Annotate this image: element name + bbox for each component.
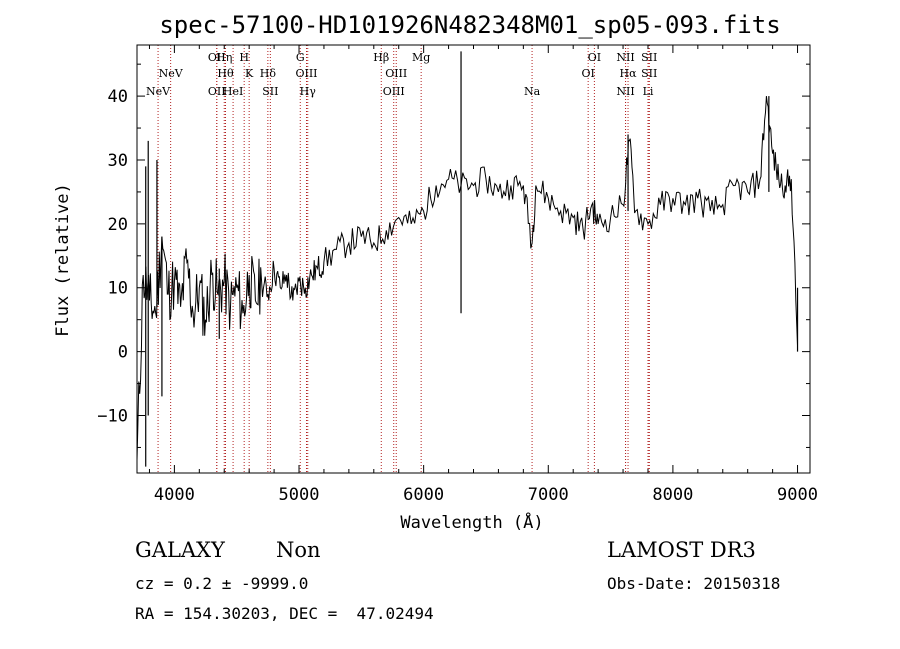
- emission-line-label: Li: [643, 85, 654, 98]
- emission-line-label: G: [296, 51, 305, 64]
- emission-line-label: Na: [524, 85, 541, 98]
- x-tick-label: 6000: [403, 485, 444, 505]
- chart-title: spec-57100-HD101926N482348M01_sp05-093.f…: [159, 11, 780, 39]
- emission-line-label: Hγ: [300, 85, 317, 98]
- emission-line-label: OIII: [385, 67, 407, 80]
- emission-line-label: SII: [641, 51, 657, 64]
- x-tick-label: 7000: [528, 485, 569, 505]
- y-axis-label: Flux (relative): [53, 183, 73, 337]
- emission-line-label: NII: [616, 85, 634, 98]
- x-tick-label: 8000: [652, 485, 693, 505]
- emission-line-label: Hα: [620, 67, 638, 80]
- x-axis-ticks: 4000 5000 6000 7000 8000 9000: [148, 45, 818, 505]
- y-axis-ticks: −10 0 10 20 30 40: [97, 63, 810, 448]
- emission-line-label: Hβ: [373, 51, 389, 64]
- object-subclass: Non: [276, 538, 321, 562]
- x-tick-label: 9000: [777, 485, 818, 505]
- emission-line-label: SII: [262, 85, 278, 98]
- y-tick-label: 30: [108, 151, 128, 171]
- emission-line-label: OI: [581, 67, 594, 80]
- y-tick-label: 10: [108, 279, 128, 299]
- emission-line-label: Mg: [412, 51, 430, 64]
- y-tick-label: 20: [108, 215, 128, 235]
- emission-line-label: NeV: [146, 85, 171, 98]
- plot-frame: [136, 44, 811, 474]
- emission-line-label: HeI: [223, 85, 243, 98]
- spectrum-series: [136, 51, 799, 467]
- survey-name: LAMOST DR3: [607, 538, 756, 562]
- coordinates: RA = 154.30203, DEC = 47.02494: [135, 604, 434, 623]
- emission-line-label: NeV: [159, 67, 184, 80]
- redshift-info: cz = 0.2 ± -9999.0: [135, 574, 309, 593]
- emission-line-label: Hθ: [217, 67, 234, 80]
- emission-line-label: H: [239, 51, 249, 64]
- y-tick-label: 40: [108, 87, 128, 107]
- emission-line-label: K: [245, 67, 254, 80]
- emission-line-label: SII: [641, 67, 657, 80]
- emission-line-label: OI: [588, 51, 601, 64]
- emission-line-label: Hδ: [260, 67, 277, 80]
- x-axis-label: Wavelength (Å): [400, 511, 543, 533]
- emission-line-label: NII: [616, 51, 634, 64]
- x-tick-label: 4000: [154, 485, 195, 505]
- spectrum-line: [136, 96, 798, 461]
- emission-line-label: OIII: [383, 85, 405, 98]
- y-tick-label: −10: [97, 407, 128, 427]
- object-class: GALAXY: [135, 538, 225, 562]
- emission-line-label: Hη: [216, 51, 232, 64]
- emission-line-label: OIII: [295, 67, 317, 80]
- y-tick-label: 0: [118, 343, 128, 363]
- emission-line-label: OII: [208, 51, 226, 64]
- emission-line-label: OII: [208, 85, 226, 98]
- x-tick-label: 5000: [279, 485, 320, 505]
- emission-line-markers: [157, 45, 650, 473]
- observation-date: Obs-Date: 20150318: [607, 574, 781, 593]
